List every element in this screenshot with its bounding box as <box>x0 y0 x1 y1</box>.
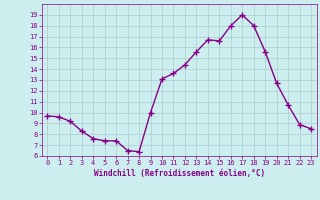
X-axis label: Windchill (Refroidissement éolien,°C): Windchill (Refroidissement éolien,°C) <box>94 169 265 178</box>
